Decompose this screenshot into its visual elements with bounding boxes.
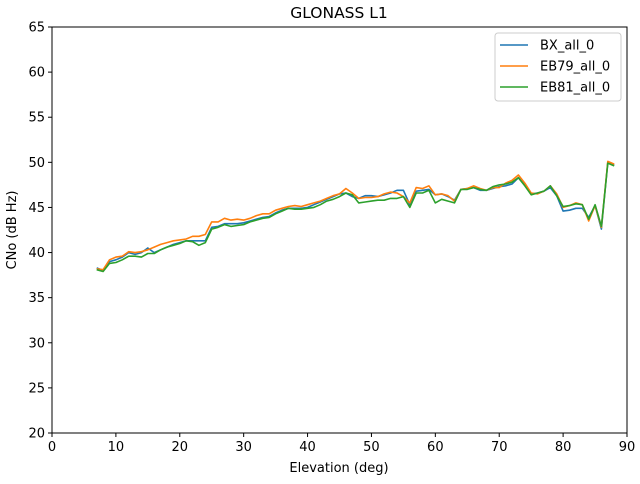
- x-tick-label: 10: [108, 440, 125, 455]
- y-tick-label: 50: [28, 156, 45, 171]
- x-tick-label: 0: [48, 440, 56, 455]
- x-tick-label: 50: [363, 440, 380, 455]
- y-tick-label: 45: [28, 201, 45, 216]
- y-tick-label: 55: [28, 111, 45, 126]
- x-tick-label: 70: [491, 440, 508, 455]
- chart-title: GLONASS L1: [290, 4, 388, 22]
- x-tick-label: 80: [555, 440, 572, 455]
- y-tick-label: 30: [28, 336, 45, 351]
- legend-label-2: EB79_all_0: [540, 60, 610, 75]
- x-axis-label: Elevation (deg): [289, 461, 388, 476]
- legend-box: [494, 32, 622, 102]
- y-axis-label: CNo (dB Hz): [5, 191, 20, 270]
- series-line-3: [96, 162, 615, 273]
- y-tick-label: 60: [28, 66, 45, 81]
- legend: BX_all_0 EB79_all_0 EB81_all_0: [494, 32, 622, 102]
- plot-frame: [51, 26, 628, 434]
- x-tick-label: 90: [619, 440, 636, 455]
- y-tick-label: 20: [28, 427, 45, 442]
- x-tick-label: 40: [299, 440, 316, 455]
- y-tick-label: 40: [28, 246, 45, 261]
- y-tick-label: 25: [28, 381, 45, 396]
- x-tick-label: 20: [172, 440, 189, 455]
- series-line-2: [96, 160, 615, 271]
- y-tick-label: 35: [28, 291, 45, 306]
- x-tick-label: 60: [427, 440, 444, 455]
- x-tick-label: 30: [235, 440, 252, 455]
- y-tick-label: 65: [28, 21, 45, 36]
- legend-label-1: BX_all_0: [540, 39, 594, 54]
- legend-label-3: EB81_all_0: [540, 81, 610, 96]
- series-layer: [96, 160, 615, 273]
- axes-layer: 0 10 20 30 40 50 60 70 80 90 20 25 30 35 40 45 50 55 60 65: [28, 21, 635, 456]
